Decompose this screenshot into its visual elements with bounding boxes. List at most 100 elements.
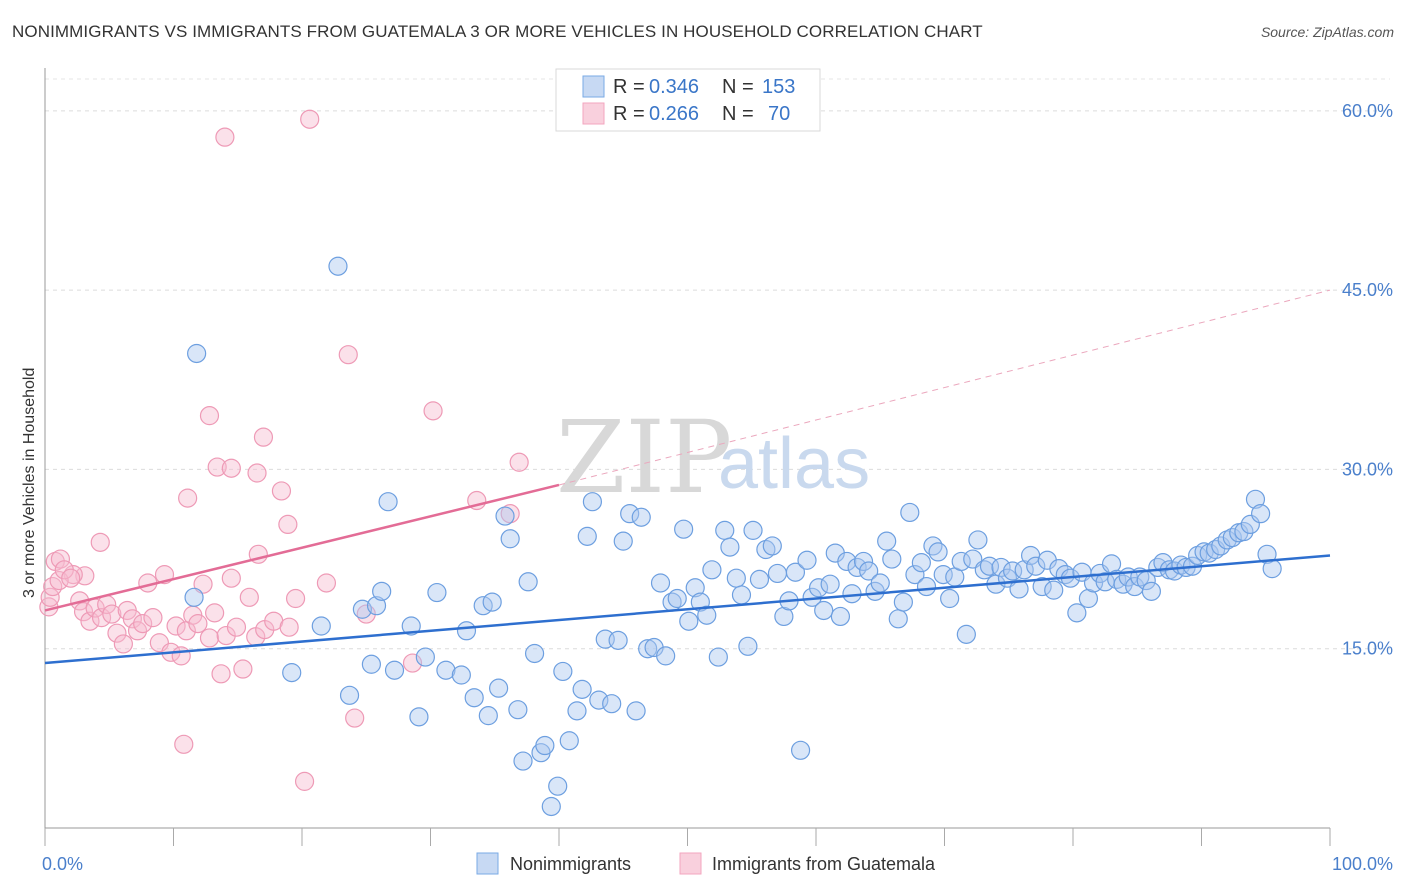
nonimmigrants-point-135 [1141, 581, 1161, 601]
nonimmigrants-point-105 [968, 530, 988, 550]
nonimmigrants-point-122 [1067, 603, 1087, 623]
nonimmigrants-point-71 [774, 606, 794, 627]
legend-swatch-blue [582, 75, 605, 98]
nonimmigrants-point-2 [184, 587, 204, 607]
watermark-zip: ZIP [556, 399, 732, 516]
nonimmigrants-point-68 [756, 539, 776, 560]
immigrants-points [39, 109, 529, 791]
nonimmigrants-point-5 [339, 685, 360, 705]
nonimmigrants-point-148 [1217, 530, 1237, 550]
nonimmigrants-point-39 [582, 492, 603, 512]
y-tick-label-2: 45.0% [1342, 280, 1393, 300]
immigrants-point-5 [253, 427, 274, 447]
nonimmigrants-point-155 [1257, 544, 1277, 564]
nonimmigrants-point-65 [738, 636, 758, 656]
immigrants-point-63 [285, 588, 306, 609]
nonimmigrants-point-61 [715, 520, 735, 540]
immigrants-point-4 [423, 401, 443, 421]
nonimmigrants-point-154 [1251, 504, 1271, 524]
immigrants-point-50 [193, 574, 213, 594]
immigrants-point-28 [73, 602, 94, 622]
nonimmigrants-point-75 [797, 550, 817, 570]
legend-r-label-2: R = [613, 103, 645, 125]
immigrants-point-57 [233, 659, 253, 679]
nonimmigrants-point-143 [1188, 545, 1208, 566]
nonimmigrants-point-19 [464, 688, 484, 708]
nonimmigrants-point-156 [1262, 559, 1282, 579]
nonimmigrants-point-15 [427, 582, 447, 603]
immigrants-point-62 [279, 617, 299, 637]
immigrants-point-52 [205, 603, 225, 623]
immigrants-point-24 [49, 570, 69, 591]
immigrants-point-2 [338, 345, 358, 365]
nonimmigrants-point-6 [352, 599, 372, 619]
nonimmigrants-point-8 [366, 596, 387, 616]
nonimmigrants-point-100 [940, 588, 960, 609]
legend-r-value-1: 0.346 [649, 76, 699, 98]
nonimmigrants-point-4 [311, 616, 331, 636]
legend-n-value-1: 153 [762, 76, 795, 98]
nonimmigrants-point-93 [900, 502, 920, 523]
nonimmigrants-point-7 [361, 654, 381, 674]
nonimmigrants-point-109 [991, 557, 1011, 578]
nonimmigrants-point-31 [535, 735, 555, 756]
immigrants-point-3 [199, 406, 220, 426]
top-legend: R = 0.346 N = 153 R = 0.266 N = 70 [555, 68, 821, 132]
nonimmigrants-point-35 [559, 731, 579, 751]
nonimmigrants-point-103 [956, 624, 976, 644]
immigrants-point-7 [221, 458, 241, 478]
nonimmigrants-point-48 [638, 639, 658, 659]
legend-n-value-2: 70 [768, 103, 790, 125]
watermark-atlas: atlas [718, 424, 870, 504]
nonimmigrants-point-21 [478, 706, 498, 726]
immigrants-point-0 [300, 109, 320, 129]
nonimmigrants-point-17 [451, 665, 471, 685]
source-label: Source: ZipAtlas.com [1260, 24, 1394, 40]
nonimmigrants-trend-line [44, 554, 1331, 665]
nonimmigrants-point-56 [685, 578, 705, 598]
nonimmigrants-point-1 [328, 256, 348, 276]
immigrants-trend-extension [558, 289, 1331, 486]
nonimmigrants-point-124 [1078, 588, 1099, 609]
nonimmigrants-point-46 [626, 701, 646, 721]
immigrants-point-13 [500, 504, 520, 524]
nonimmigrants-point-53 [667, 588, 687, 609]
nonimmigrants-point-27 [513, 751, 533, 771]
immigrants-point-9 [178, 488, 198, 508]
nonimmigrants-point-113 [1014, 560, 1034, 580]
nonimmigrants-point-67 [749, 569, 770, 589]
x-tick-labels: 0.0% 100.0% [42, 854, 1393, 874]
nonimmigrants-point-145 [1199, 543, 1219, 563]
nonimmigrants-point-18 [456, 621, 477, 641]
immigrants-point-64 [294, 771, 315, 791]
immigrants-point-15 [90, 532, 110, 552]
nonimmigrants-points [184, 256, 1282, 817]
nonimmigrants-point-58 [697, 605, 717, 625]
nonimmigrants-point-13 [409, 707, 429, 727]
y-tick-label-0: 15.0% [1342, 639, 1393, 659]
nonimmigrants-point-14 [415, 647, 435, 667]
bottom-legend-swatch-blue [476, 852, 499, 875]
immigrants-point-41 [143, 608, 163, 628]
bottom-legend: Nonimmigrants Immigrants from Guatemala [476, 852, 936, 875]
nonimmigrants-point-94 [905, 565, 925, 585]
legend-n-label-1: N = [722, 76, 754, 98]
immigrants-point-66 [316, 573, 337, 593]
immigrants-point-12 [509, 452, 529, 472]
nonimmigrants-point-112 [1009, 579, 1029, 599]
nonimmigrants-point-47 [631, 507, 651, 527]
nonimmigrants-point-102 [951, 551, 971, 572]
immigrants-point-51 [199, 628, 220, 648]
immigrants-point-10 [271, 481, 292, 501]
nonimmigrants-point-32 [541, 796, 561, 817]
nonimmigrants-point-88 [870, 573, 890, 593]
nonimmigrants-point-95 [911, 553, 931, 573]
nonimmigrants-point-33 [548, 776, 568, 796]
immigrants-point-1 [215, 127, 235, 147]
x-tick-label-1: 100.0% [1332, 854, 1393, 874]
chart-title: NONIMMIGRANTS VS IMMIGRANTS FROM GUATEMA… [12, 22, 983, 41]
nonimmigrants-point-40 [589, 690, 609, 710]
nonimmigrants-point-11 [384, 660, 405, 680]
nonimmigrants-point-63 [726, 568, 746, 588]
